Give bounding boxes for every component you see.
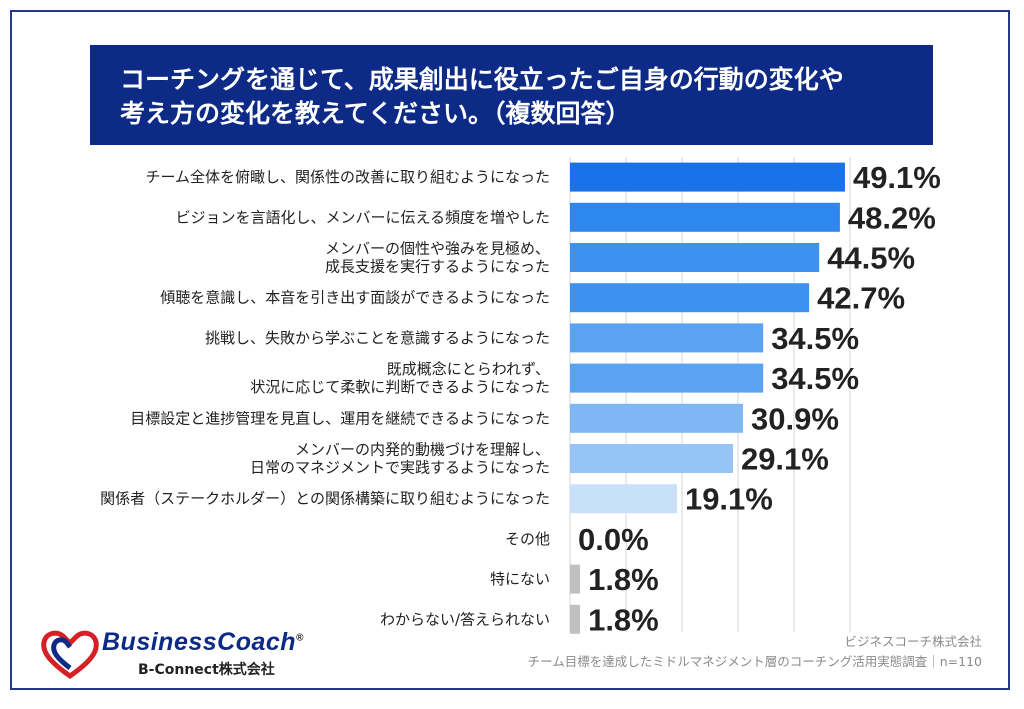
bar [570,363,764,393]
bar [570,283,810,313]
value-label: 1.8% [588,602,659,637]
brand-sub: B-Connect株式会社 [138,662,275,678]
bar [570,604,581,634]
category-label: 成長支援を実行するようになった [325,258,550,276]
category-label: その他 [505,530,550,548]
category-label: 関係者（ステークホルダー）との関係構築に取り組むようになった [100,490,550,508]
value-label: 34.5% [771,321,859,356]
category-label: チーム全体を俯瞰し、関係性の改善に取り組むようになった [145,168,550,186]
brand-logo: BusinessCoach® B-Connect株式会社 [40,628,360,683]
value-label: 34.5% [771,361,859,396]
value-label: 19.1% [685,482,773,517]
category-label: 挑戦し、失敗から学ぶことを意識するようになった [205,329,550,347]
value-label: 49.1% [853,160,941,195]
value-label: 48.2% [848,200,936,235]
chart-title-line-1: コーチングを通じて、成果創出に役立ったご自身の行動の変化や [120,65,844,94]
category-label: 既成概念にとらわれず、 [387,360,550,378]
bar [570,564,581,594]
registered-mark: ® [296,632,304,644]
value-label: 30.9% [751,401,839,436]
bar [570,202,840,232]
category-label: 特にない [490,570,550,588]
heart-logo-icon [41,630,99,680]
footer-survey: チーム目標を達成したミドルマネジメント層のコーチング活用実態調査｜n=110 [527,654,982,669]
category-label: 傾聴を意識し、本音を引き出す面談ができるようになった [160,289,550,307]
category-label: 状況に応じて柔軟に判断できるようになった [250,378,550,396]
bar [570,484,677,514]
bar [570,243,820,272]
category-label: 日常のマネジメントで実践するようになった [250,459,550,477]
chart-title-line-2: 考え方の変化を教えてください。（複数回答） [120,99,631,128]
bar [570,444,733,473]
bar [570,162,845,192]
category-label: メンバーの個性や強みを見極め、 [325,240,550,258]
value-label: 0.0% [578,522,649,557]
category-label: 目標設定と進捗管理を見直し、運用を継続できるようになった [130,409,550,427]
value-label: 1.8% [588,562,659,597]
value-label: 29.1% [741,442,829,477]
value-label: 42.7% [817,281,905,316]
category-label: ビジョンを言語化し、メンバーに伝える頻度を増やした [175,208,550,226]
bar [570,323,764,353]
brand-name: BusinessCoach® [102,628,304,657]
category-label: わからない/答えられない [380,610,550,628]
footer-company: ビジネスコーチ株式会社 [844,634,982,649]
brand-name-text: BusinessCoach [102,628,297,656]
chart-title-box: コーチングを通じて、成果創出に役立ったご自身の行動の変化や 考え方の変化を教えて… [90,45,933,145]
bar [570,403,744,433]
value-label: 44.5% [827,241,915,276]
footer: ビジネスコーチ株式会社 チーム目標を達成したミドルマネジメント層のコーチング活用… [528,632,982,672]
category-label: メンバーの内発的動機づけを理解し、 [295,441,550,459]
